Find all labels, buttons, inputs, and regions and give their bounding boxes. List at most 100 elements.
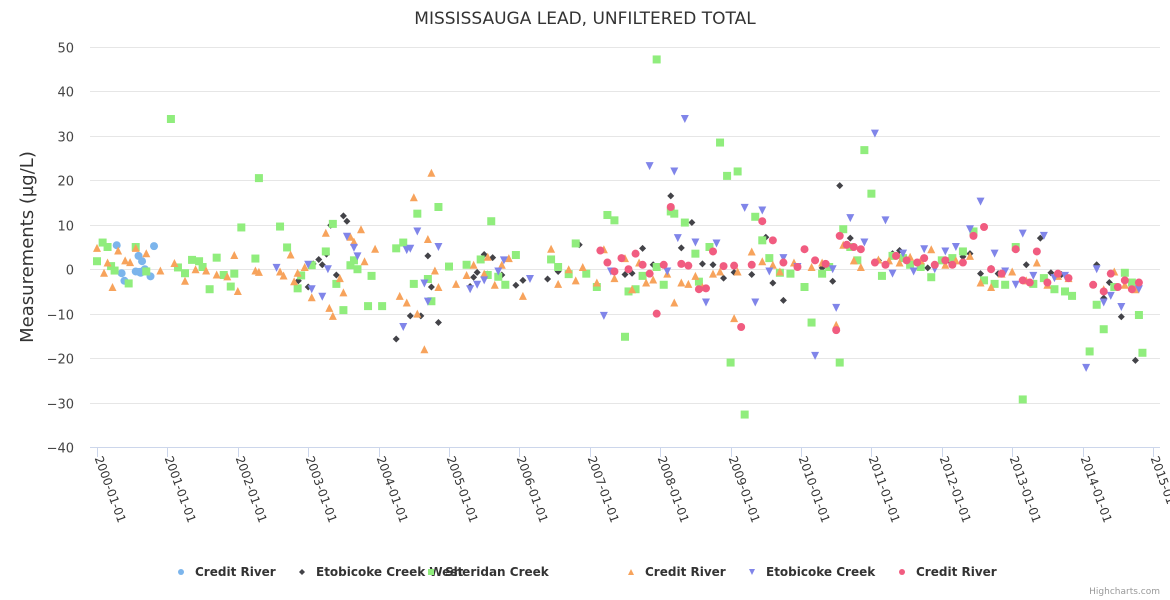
data-point[interactable] [188, 255, 197, 264]
data-point[interactable] [276, 267, 285, 276]
data-point[interactable] [462, 260, 471, 269]
data-point[interactable] [582, 269, 591, 278]
data-point[interactable] [624, 287, 633, 296]
data-point[interactable] [652, 309, 661, 318]
data-point[interactable] [1018, 276, 1027, 285]
data-point[interactable] [353, 252, 362, 261]
data-point[interactable] [223, 272, 232, 281]
data-point[interactable] [811, 351, 820, 360]
data-point[interactable] [304, 260, 313, 269]
data-point[interactable] [1106, 269, 1115, 278]
data-point[interactable] [511, 251, 520, 259]
data-point[interactable] [564, 265, 573, 274]
data-point[interactable] [1120, 280, 1129, 289]
data-point[interactable] [881, 216, 890, 225]
data-point[interactable] [793, 263, 802, 271]
data-point[interactable] [800, 245, 809, 254]
data-point[interactable] [219, 271, 228, 279]
data-point[interactable] [645, 269, 654, 278]
data-point[interactable] [895, 258, 904, 267]
data-point[interactable] [920, 245, 929, 254]
data-point[interactable] [181, 276, 189, 285]
data-point[interactable] [701, 284, 710, 293]
data-point[interactable] [860, 238, 869, 247]
data-point[interactable] [603, 258, 612, 267]
data-point[interactable] [323, 265, 332, 274]
data-point[interactable] [483, 271, 492, 279]
data-point[interactable] [297, 271, 306, 280]
data-point[interactable] [969, 227, 978, 236]
data-point[interactable] [121, 256, 130, 265]
data-point[interactable] [941, 247, 950, 256]
data-point[interactable] [730, 261, 739, 270]
data-point[interactable] [666, 203, 675, 211]
data-point[interactable] [842, 240, 851, 249]
data-point[interactable] [639, 244, 647, 252]
data-point[interactable] [571, 239, 580, 248]
data-point[interactable] [1117, 303, 1126, 311]
data-point[interactable] [779, 258, 788, 267]
data-point[interactable] [395, 291, 404, 300]
data-point[interactable] [349, 243, 358, 252]
data-point[interactable] [254, 174, 263, 183]
data-point[interactable] [445, 262, 453, 271]
data-point[interactable] [578, 263, 587, 271]
data-point[interactable] [951, 243, 960, 251]
data-point[interactable] [108, 283, 117, 291]
data-point[interactable] [592, 283, 601, 291]
data-point[interactable] [293, 284, 302, 293]
data-point[interactable] [712, 239, 721, 248]
data-point[interactable] [423, 297, 432, 306]
data-point[interactable] [659, 260, 668, 269]
data-point[interactable] [987, 265, 996, 274]
data-point[interactable] [205, 285, 214, 294]
data-point[interactable] [927, 245, 936, 254]
data-point[interactable] [423, 275, 432, 283]
data-point[interactable] [353, 265, 362, 274]
data-point[interactable] [677, 259, 686, 268]
data-point[interactable] [371, 244, 380, 253]
data-point[interactable] [659, 280, 668, 289]
data-point[interactable] [825, 263, 834, 271]
data-point[interactable] [976, 197, 985, 206]
data-point[interactable] [1061, 271, 1069, 280]
data-point[interactable] [902, 256, 911, 265]
data-point[interactable] [980, 223, 989, 231]
data-point[interactable] [290, 277, 299, 286]
data-point[interactable] [473, 268, 481, 276]
data-point[interactable] [1106, 291, 1115, 300]
data-point[interactable] [494, 272, 503, 281]
data-point[interactable] [779, 296, 787, 304]
data-point[interactable] [367, 271, 376, 280]
data-point[interactable] [1120, 276, 1129, 285]
data-point[interactable] [251, 254, 260, 263]
data-point[interactable] [339, 212, 347, 220]
data-point[interactable] [321, 228, 330, 237]
data-point[interactable] [691, 238, 700, 247]
data-point[interactable] [112, 241, 121, 250]
data-point[interactable] [638, 271, 647, 280]
data-point[interactable] [110, 266, 119, 275]
data-point[interactable] [649, 275, 658, 284]
data-point[interactable] [346, 232, 355, 241]
data-point[interactable] [476, 255, 485, 264]
data-point[interactable] [698, 260, 706, 268]
data-point[interactable] [888, 269, 897, 278]
data-point[interactable] [233, 287, 242, 295]
data-point[interactable] [452, 279, 461, 288]
data-point[interactable] [677, 278, 686, 287]
data-point[interactable] [1099, 325, 1108, 334]
data-point[interactable] [758, 206, 767, 215]
data-point[interactable] [462, 271, 471, 279]
data-point[interactable] [254, 267, 263, 276]
data-point[interactable] [628, 285, 637, 294]
data-point[interactable] [1022, 261, 1030, 269]
data-point[interactable] [592, 278, 601, 287]
data-point[interactable] [494, 267, 503, 276]
data-point[interactable] [677, 244, 685, 252]
data-point[interactable] [740, 410, 749, 419]
data-point[interactable] [406, 312, 414, 320]
data-point[interactable] [751, 298, 760, 307]
data-point[interactable] [427, 168, 436, 177]
data-point[interactable] [300, 263, 309, 271]
